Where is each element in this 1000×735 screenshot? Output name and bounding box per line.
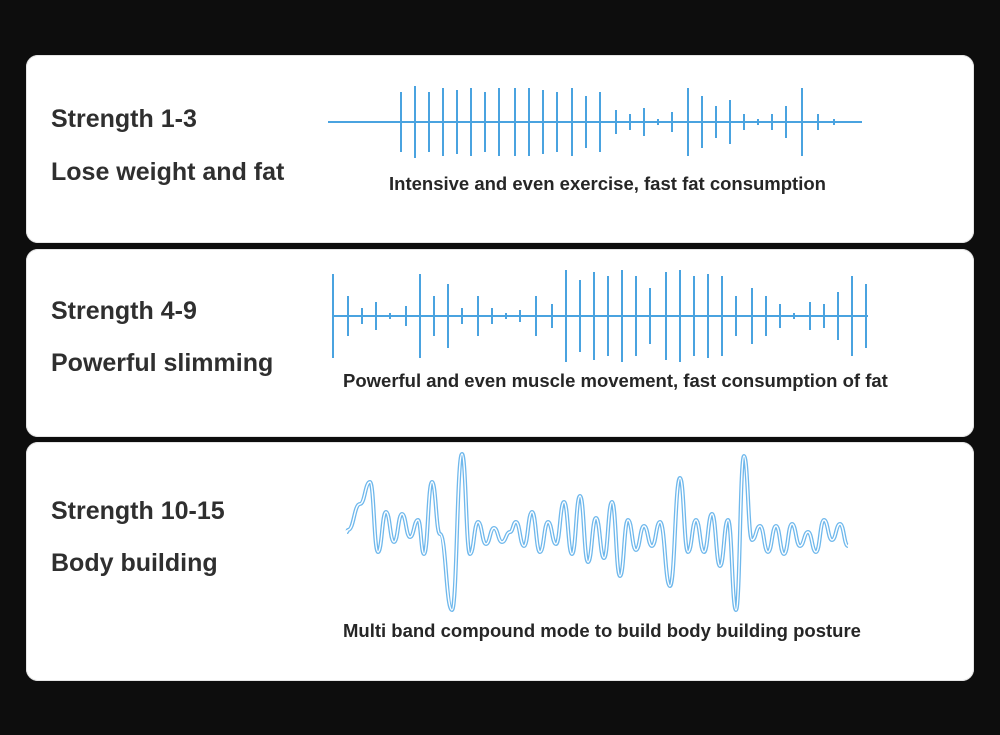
strength-label: Strength 10-15: [51, 497, 225, 525]
pulse-waveform-graphic: [332, 270, 868, 362]
compound-waveform-graphic: [345, 452, 850, 612]
mode-card-strength-4-9: Strength 4-9 Powerful slimming Powerful …: [26, 249, 974, 437]
strength-label: Strength 1-3: [51, 105, 197, 133]
pulse-waveform-graphic: [328, 86, 862, 158]
mode-description: Powerful and even muscle movement, fast …: [343, 370, 888, 391]
strength-label: Strength 4-9: [51, 297, 197, 325]
mode-card-strength-10-15: Strength 10-15 Body building Multi band …: [26, 442, 974, 681]
mode-card-strength-1-3: Strength 1-3 Lose weight and fat Intensi…: [26, 55, 974, 243]
mode-name: Lose weight and fat: [51, 158, 285, 186]
mode-description: Multi band compound mode to build body b…: [343, 620, 861, 641]
mode-name: Powerful slimming: [51, 349, 274, 377]
mode-description: Intensive and even exercise, fast fat co…: [389, 173, 826, 194]
mode-name: Body building: [51, 549, 218, 577]
